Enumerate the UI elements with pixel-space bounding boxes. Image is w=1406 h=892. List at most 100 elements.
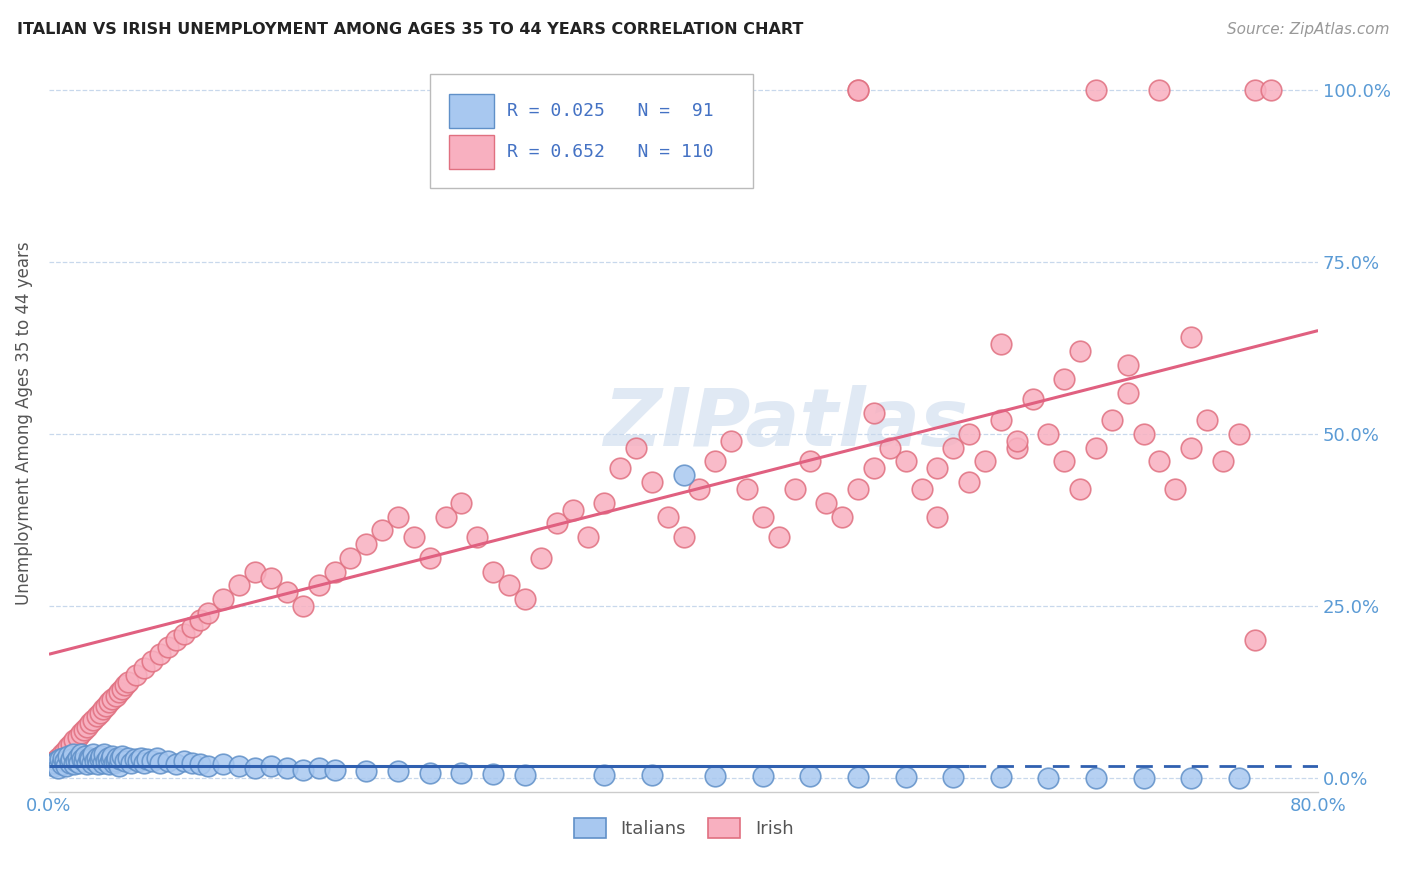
Point: [1085, 771, 1108, 785]
Point: [1260, 82, 1282, 96]
Point: [1053, 372, 1076, 386]
Point: [180, 756, 202, 770]
Point: [1227, 426, 1250, 441]
Point: [927, 509, 949, 524]
Point: [91, 702, 114, 716]
Text: Source: ZipAtlas.com: Source: ZipAtlas.com: [1226, 22, 1389, 37]
Point: [89, 706, 111, 720]
Point: [84, 754, 107, 768]
Point: [48, 761, 70, 775]
Point: [308, 761, 330, 775]
Point: [146, 750, 169, 764]
Point: [52, 750, 75, 764]
Point: [513, 592, 536, 607]
Point: [768, 530, 790, 544]
Point: [482, 565, 505, 579]
Point: [94, 698, 117, 713]
Point: [245, 761, 267, 775]
Point: [879, 441, 901, 455]
Point: [1180, 771, 1202, 785]
Point: [98, 757, 121, 772]
Point: [1116, 385, 1139, 400]
Text: ITALIAN VS IRISH UNEMPLOYMENT AMONG AGES 35 TO 44 YEARS CORRELATION CHART: ITALIAN VS IRISH UNEMPLOYMENT AMONG AGES…: [17, 22, 803, 37]
Point: [1180, 330, 1202, 344]
Point: [1212, 454, 1234, 468]
Point: [73, 723, 96, 737]
Point: [609, 461, 631, 475]
Point: [894, 454, 917, 468]
Point: [546, 516, 568, 531]
Point: [720, 434, 742, 448]
Point: [1069, 344, 1091, 359]
Point: [41, 757, 63, 772]
Point: [846, 482, 869, 496]
Point: [121, 756, 143, 770]
Point: [450, 765, 472, 780]
Point: [53, 744, 76, 758]
Point: [1021, 392, 1043, 407]
Point: [89, 752, 111, 766]
Point: [356, 537, 378, 551]
Point: [100, 752, 122, 766]
Point: [53, 754, 76, 768]
Point: [105, 750, 128, 764]
Point: [73, 754, 96, 768]
Point: [799, 769, 821, 783]
Point: [704, 769, 727, 783]
Point: [58, 756, 80, 770]
Point: [1132, 771, 1154, 785]
Point: [894, 770, 917, 784]
Point: [387, 764, 409, 779]
Point: [1005, 434, 1028, 448]
Point: [530, 550, 553, 565]
Point: [260, 759, 283, 773]
Point: [149, 647, 172, 661]
Point: [323, 565, 346, 579]
Point: [657, 509, 679, 524]
Point: [593, 496, 616, 510]
Point: [846, 82, 869, 96]
Point: [134, 661, 156, 675]
Point: [86, 709, 108, 723]
Point: [136, 752, 159, 766]
Point: [402, 530, 425, 544]
Point: [831, 509, 853, 524]
Point: [1116, 358, 1139, 372]
Point: [624, 441, 647, 455]
Point: [76, 757, 98, 772]
Text: R = 0.652   N = 110: R = 0.652 N = 110: [508, 144, 714, 161]
Point: [165, 633, 187, 648]
Point: [672, 468, 695, 483]
Point: [356, 764, 378, 779]
Point: [117, 674, 139, 689]
Point: [124, 752, 146, 766]
FancyBboxPatch shape: [430, 73, 754, 188]
Point: [188, 613, 211, 627]
Point: [339, 550, 361, 565]
Point: [48, 750, 70, 764]
Point: [672, 530, 695, 544]
Point: [323, 763, 346, 777]
Point: [103, 756, 125, 770]
Point: [51, 757, 73, 772]
Point: [125, 668, 148, 682]
Point: [927, 461, 949, 475]
Point: [94, 754, 117, 768]
Point: [60, 737, 83, 751]
Point: [173, 754, 195, 768]
Point: [101, 692, 124, 706]
Point: [51, 747, 73, 761]
Point: [1101, 413, 1123, 427]
Point: [1132, 426, 1154, 441]
Point: [77, 750, 100, 764]
Point: [212, 592, 235, 607]
Point: [260, 572, 283, 586]
Point: [1149, 82, 1171, 96]
Point: [63, 757, 86, 772]
Point: [41, 757, 63, 772]
Text: ZIPatlas: ZIPatlas: [603, 384, 967, 463]
Point: [990, 770, 1012, 784]
Point: [1197, 413, 1219, 427]
Point: [82, 747, 104, 761]
Point: [156, 640, 179, 655]
